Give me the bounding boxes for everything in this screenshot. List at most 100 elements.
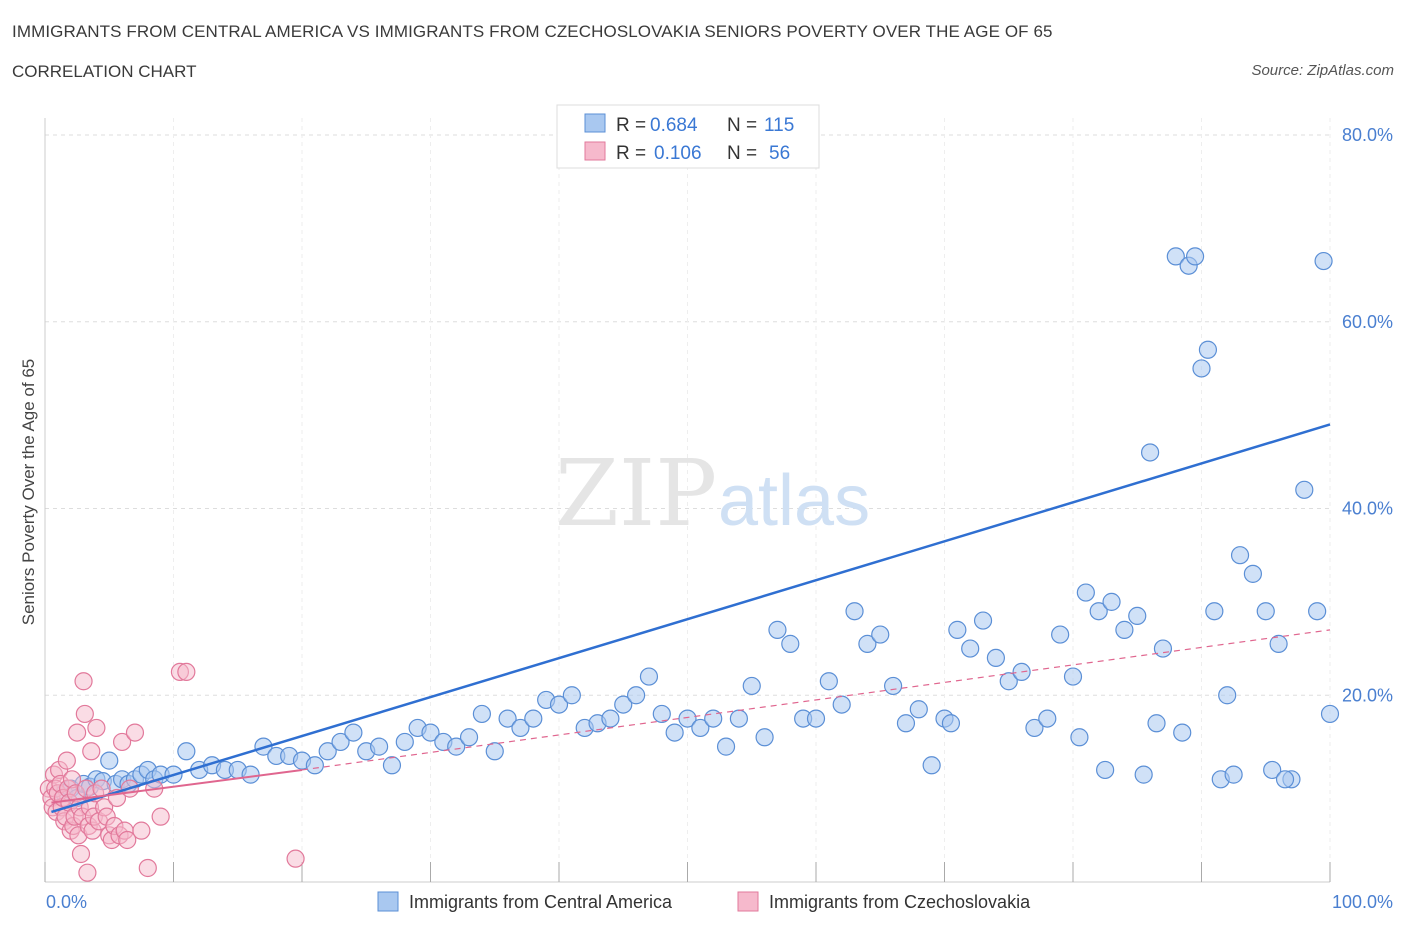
data-point-central-america	[485, 742, 504, 761]
legend-r-value-2: 0.106	[654, 143, 702, 164]
data-point-central-america	[305, 756, 324, 775]
x-tick-label-min: 0.0%	[46, 892, 87, 912]
legend-swatch-blue	[584, 113, 606, 133]
legend-r-label-1: R =	[616, 115, 646, 136]
data-point-central-america	[922, 756, 941, 775]
data-point-central-america	[421, 723, 440, 742]
data-point-central-america	[716, 737, 736, 756]
data-point-central-america	[999, 672, 1018, 691]
data-point-czechoslovakia	[118, 830, 137, 850]
data-point-central-america	[781, 634, 800, 653]
data-point-central-america	[601, 709, 620, 728]
data-point-central-america	[1134, 765, 1153, 784]
bottom-legend-swatch-pink	[737, 891, 759, 912]
data-point-central-america	[1153, 639, 1173, 658]
data-point-central-america	[459, 728, 479, 747]
legend-n-label-1: N =	[727, 115, 757, 136]
legend-r-label-2: R =	[616, 143, 646, 164]
trend-line-czechoslovakia-extended	[301, 629, 1331, 771]
data-point-central-america	[1205, 602, 1224, 621]
data-point-central-america	[1308, 602, 1327, 621]
data-point-central-america	[819, 672, 838, 691]
top-legend: R = 0.684 N = 115 R = 0.106 N = 56	[556, 104, 820, 169]
data-point-central-america	[331, 732, 350, 752]
data-point-central-america	[562, 686, 581, 705]
legend-n-label-2: N =	[727, 143, 757, 164]
data-point-czechoslovakia	[75, 704, 94, 724]
data-point-central-america	[1102, 592, 1121, 611]
data-point-czechoslovakia	[74, 672, 93, 691]
data-point-central-america	[382, 756, 402, 775]
data-point-central-america	[742, 676, 761, 696]
data-point-central-america	[1128, 606, 1147, 625]
data-point-central-america	[241, 765, 260, 784]
data-point-central-america	[395, 732, 414, 752]
data-point-czechoslovakia	[125, 723, 145, 742]
data-point-central-america	[1115, 620, 1134, 639]
y-tick-label: 80.0%	[1342, 125, 1393, 145]
data-point-central-america	[948, 620, 967, 639]
data-point-central-america	[1314, 251, 1333, 271]
y-axis-label: Seniors Poverty Over the Age of 65	[19, 359, 38, 625]
data-point-central-america	[1320, 704, 1340, 724]
data-point-central-america	[1147, 714, 1166, 733]
data-point-central-america	[344, 723, 363, 742]
data-point-central-america	[986, 648, 1006, 668]
watermark: ZIP atlas	[555, 440, 870, 547]
data-point-central-america	[1173, 723, 1192, 742]
data-point-czechoslovakia	[138, 858, 157, 878]
trend-line-czechoslovakia	[51, 768, 303, 804]
x-tick-label-max: 100.0%	[1332, 892, 1393, 912]
data-point-czechoslovakia	[78, 863, 97, 882]
data-point-central-america	[691, 718, 710, 738]
data-point-czechoslovakia	[87, 718, 106, 738]
data-point-central-america	[1295, 480, 1314, 499]
data-point-central-america	[755, 728, 774, 747]
legend-r-value-1: 0.684	[650, 115, 698, 136]
data-point-central-america	[1051, 625, 1070, 644]
bottom-legend-label-2: Immigrants from Czechoslovakia	[769, 892, 1031, 912]
data-point-central-america	[1185, 247, 1205, 266]
data-point-central-america	[447, 737, 466, 756]
data-point-central-america	[806, 709, 826, 728]
data-point-central-america	[1070, 728, 1089, 747]
data-point-central-america	[1198, 340, 1218, 359]
watermark-atlas: atlas	[718, 461, 870, 541]
data-point-central-america	[1269, 634, 1288, 653]
data-point-central-america	[1096, 760, 1115, 780]
data-point-central-america	[1166, 247, 1185, 266]
data-point-central-america	[678, 709, 697, 728]
legend-swatch-pink	[584, 141, 606, 161]
y-tick-label: 60.0%	[1342, 312, 1393, 332]
data-point-central-america	[652, 704, 671, 724]
data-point-central-america	[1192, 359, 1211, 378]
data-point-central-america	[941, 714, 961, 733]
data-point-central-america	[472, 704, 491, 724]
data-point-central-america	[1256, 602, 1275, 621]
data-point-central-america	[896, 714, 916, 733]
data-point-central-america	[1063, 667, 1083, 686]
bottom-legend: Immigrants from Central America Immigran…	[377, 891, 1031, 912]
points-layer	[39, 247, 1340, 882]
data-point-central-america	[665, 723, 684, 742]
data-point-central-america	[177, 742, 196, 761]
data-point-czechoslovakia	[132, 821, 151, 840]
data-point-central-america	[768, 620, 787, 639]
chart-source: Source: ZipAtlas.com	[1251, 62, 1394, 79]
data-point-central-america	[1025, 718, 1044, 738]
data-point-central-america	[1140, 443, 1160, 462]
data-point-central-america	[1076, 583, 1095, 602]
data-point-central-america	[871, 625, 890, 644]
tick-layer: 20.0% 40.0% 60.0% 80.0% 0.0% 100.0%	[46, 125, 1393, 912]
bottom-legend-label-1: Immigrants from Central America	[409, 892, 673, 912]
data-point-czechoslovakia	[57, 751, 76, 770]
bottom-legend-swatch-blue	[377, 891, 399, 912]
data-point-central-america	[511, 718, 530, 738]
data-point-czechoslovakia	[151, 807, 170, 826]
trend-layer	[51, 423, 1331, 814]
y-tick-label: 20.0%	[1342, 685, 1393, 705]
data-point-central-america	[1218, 686, 1237, 705]
data-point-central-america	[858, 634, 877, 653]
data-point-central-america	[832, 695, 851, 714]
